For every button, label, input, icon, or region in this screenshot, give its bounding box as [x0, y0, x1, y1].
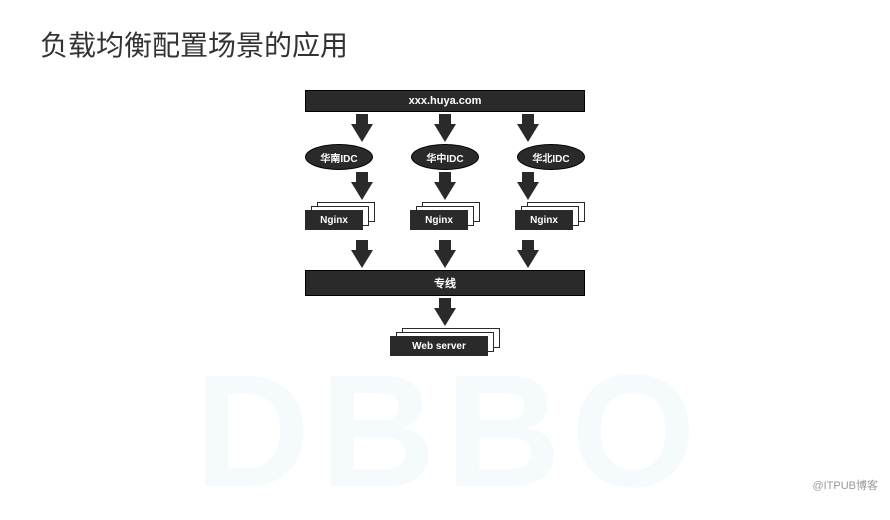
idc-node: 华北IDC: [517, 144, 585, 170]
nginx-stack: Nginx: [410, 202, 480, 230]
arrow-icon: [517, 124, 539, 142]
background-watermark: DBBO: [194, 351, 695, 511]
arrow-icon: [434, 250, 456, 268]
nginx-label: Nginx: [410, 210, 468, 230]
arrow-icon: [517, 182, 539, 200]
idc-node: 华中IDC: [411, 144, 479, 170]
page-title: 负载均衡配置场景的应用: [40, 24, 348, 64]
nginx-label: Nginx: [515, 210, 573, 230]
flowchart: xxx.huya.com 华南IDC 华中IDC 华北IDC Nginx Ngi…: [305, 90, 585, 358]
nginx-label: Nginx: [305, 210, 363, 230]
arrow-icon: [351, 250, 373, 268]
webserver-label: Web server: [390, 336, 488, 356]
nginx-stack: Nginx: [305, 202, 375, 230]
watermark-text: @ITPUB博客: [812, 477, 878, 493]
private-line-bar: 专线: [305, 270, 585, 296]
arrow-icon: [351, 182, 373, 200]
arrow-icon: [434, 308, 456, 326]
idc-row: 华南IDC 华中IDC 华北IDC: [305, 144, 585, 170]
webserver-stack: Web server: [390, 328, 500, 358]
arrow-icon: [434, 182, 456, 200]
arrow-icon: [434, 124, 456, 142]
nginx-stack: Nginx: [515, 202, 585, 230]
domain-bar: xxx.huya.com: [305, 90, 585, 112]
arrow-icon: [517, 250, 539, 268]
nginx-row: Nginx Nginx Nginx: [305, 202, 585, 230]
arrow-icon: [351, 124, 373, 142]
idc-node: 华南IDC: [305, 144, 373, 170]
